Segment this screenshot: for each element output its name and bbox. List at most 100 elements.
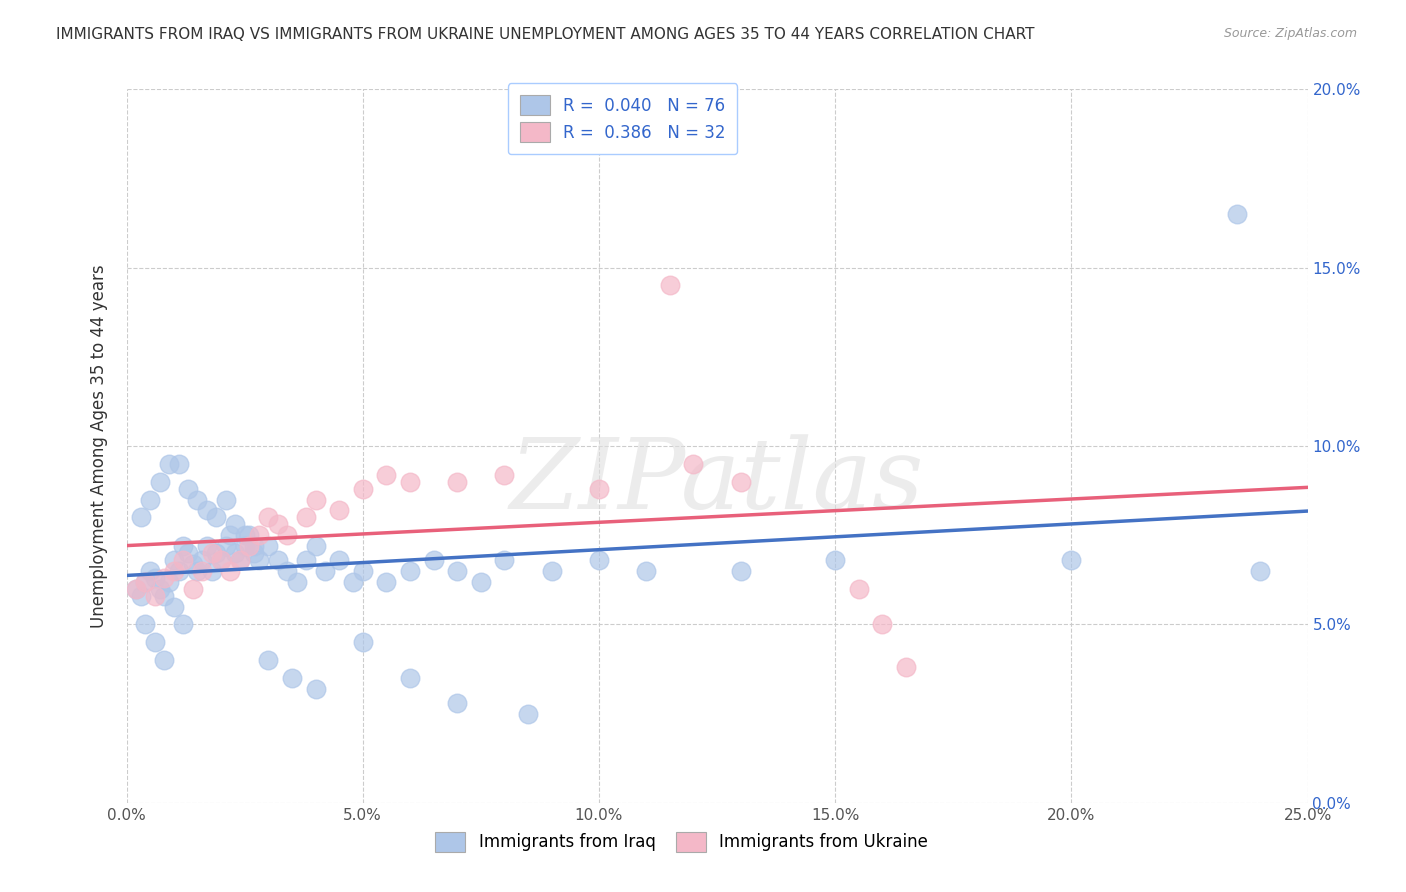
Point: [730, 564, 752, 578]
Point: [177, 546, 200, 560]
Point: [328, 553, 350, 567]
Point: [399, 475, 422, 489]
Point: [314, 564, 336, 578]
Point: [157, 457, 180, 471]
Point: [129, 589, 152, 603]
Point: [588, 482, 610, 496]
Text: IMMIGRANTS FROM IRAQ VS IMMIGRANTS FROM UKRAINE UNEMPLOYMENT AMONG AGES 35 TO 44: IMMIGRANTS FROM IRAQ VS IMMIGRANTS FROM …: [56, 27, 1035, 42]
Point: [304, 492, 326, 507]
Point: [153, 653, 176, 667]
Point: [181, 557, 204, 571]
Point: [205, 546, 228, 560]
Point: [257, 539, 280, 553]
Point: [167, 564, 190, 578]
Text: ZIPatlas: ZIPatlas: [510, 434, 924, 529]
Point: [243, 539, 266, 553]
Point: [636, 564, 658, 578]
Point: [172, 617, 194, 632]
Point: [153, 571, 176, 585]
Point: [342, 574, 364, 589]
Point: [149, 582, 172, 596]
Point: [446, 564, 468, 578]
Point: [1060, 553, 1083, 567]
Point: [328, 503, 350, 517]
Point: [399, 564, 422, 578]
Point: [276, 528, 298, 542]
Point: [200, 546, 222, 560]
Point: [422, 553, 444, 567]
Point: [494, 467, 516, 482]
Point: [243, 546, 266, 560]
Point: [233, 528, 256, 542]
Point: [167, 457, 190, 471]
Point: [267, 553, 290, 567]
Point: [209, 553, 232, 567]
Point: [238, 528, 260, 542]
Point: [143, 635, 166, 649]
Point: [295, 510, 318, 524]
Point: [848, 582, 870, 596]
Point: [446, 475, 468, 489]
Point: [285, 574, 308, 589]
Point: [894, 660, 917, 674]
Point: [229, 553, 252, 567]
Point: [352, 635, 374, 649]
Point: [125, 582, 148, 596]
Point: [172, 539, 194, 553]
Point: [224, 546, 246, 560]
Point: [177, 482, 200, 496]
Point: [186, 492, 208, 507]
Point: [163, 553, 186, 567]
Point: [186, 564, 208, 578]
Point: [129, 510, 152, 524]
Point: [304, 539, 326, 553]
Point: [195, 503, 218, 517]
Point: [229, 553, 252, 567]
Point: [352, 564, 374, 578]
Point: [375, 574, 398, 589]
Point: [139, 564, 162, 578]
Point: [1249, 564, 1271, 578]
Point: [517, 706, 540, 721]
Point: [233, 539, 256, 553]
Point: [149, 475, 172, 489]
Point: [446, 696, 468, 710]
Y-axis label: Unemployment Among Ages 35 to 44 years: Unemployment Among Ages 35 to 44 years: [90, 264, 108, 628]
Point: [191, 564, 214, 578]
Point: [730, 475, 752, 489]
Point: [540, 564, 562, 578]
Point: [134, 617, 156, 632]
Point: [238, 539, 260, 553]
Point: [588, 553, 610, 567]
Point: [682, 457, 704, 471]
Point: [181, 582, 204, 596]
Point: [281, 671, 304, 685]
Point: [494, 553, 516, 567]
Point: [824, 553, 846, 567]
Point: [134, 574, 156, 589]
Point: [157, 574, 180, 589]
Point: [172, 553, 194, 567]
Point: [224, 517, 246, 532]
Point: [195, 539, 218, 553]
Point: [399, 671, 422, 685]
Point: [352, 482, 374, 496]
Point: [257, 653, 280, 667]
Legend: Immigrants from Iraq, Immigrants from Ukraine: Immigrants from Iraq, Immigrants from Uk…: [429, 825, 935, 859]
Point: [219, 528, 242, 542]
Point: [219, 564, 242, 578]
Point: [470, 574, 492, 589]
Point: [163, 564, 186, 578]
Point: [143, 571, 166, 585]
Point: [143, 589, 166, 603]
Point: [247, 528, 270, 542]
Point: [375, 467, 398, 482]
Point: [134, 574, 156, 589]
Point: [247, 553, 270, 567]
Point: [205, 510, 228, 524]
Point: [257, 510, 280, 524]
Point: [872, 617, 894, 632]
Point: [267, 517, 290, 532]
Point: [153, 589, 176, 603]
Text: Source: ZipAtlas.com: Source: ZipAtlas.com: [1223, 27, 1357, 40]
